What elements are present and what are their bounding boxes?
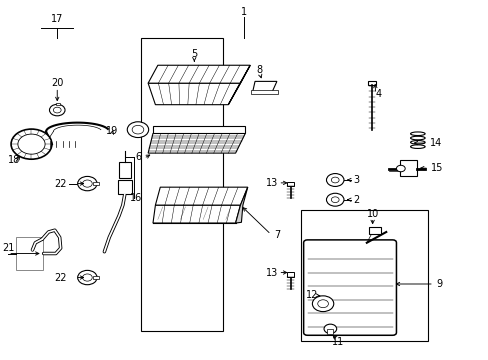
Polygon shape — [155, 187, 247, 205]
Text: 8: 8 — [256, 64, 263, 75]
Text: 13: 13 — [265, 267, 278, 278]
Circle shape — [11, 129, 52, 159]
Circle shape — [331, 177, 338, 183]
Polygon shape — [148, 83, 240, 105]
Text: 16: 16 — [130, 193, 142, 203]
Circle shape — [312, 296, 333, 312]
Text: 5: 5 — [191, 49, 197, 59]
Circle shape — [127, 122, 148, 138]
Polygon shape — [148, 134, 245, 153]
Text: 4: 4 — [375, 89, 381, 99]
Text: 17: 17 — [51, 14, 63, 24]
Circle shape — [317, 300, 328, 308]
Circle shape — [132, 125, 143, 134]
Circle shape — [326, 174, 343, 186]
Bar — [367, 81, 375, 85]
Text: 22: 22 — [54, 273, 67, 283]
Text: 19: 19 — [105, 126, 118, 135]
Bar — [368, 227, 381, 234]
FancyBboxPatch shape — [303, 240, 396, 335]
Bar — [251, 90, 278, 94]
Circle shape — [324, 324, 336, 333]
Text: 3: 3 — [352, 175, 359, 185]
Bar — [286, 272, 294, 277]
Polygon shape — [153, 126, 245, 134]
Text: 13: 13 — [265, 178, 278, 188]
Circle shape — [82, 274, 92, 281]
Polygon shape — [252, 81, 276, 92]
Bar — [117, 180, 132, 194]
Circle shape — [53, 107, 61, 113]
Circle shape — [18, 134, 45, 154]
Polygon shape — [148, 65, 250, 83]
Bar — [286, 182, 294, 186]
Text: 6: 6 — [135, 152, 141, 162]
Polygon shape — [153, 205, 240, 223]
Text: 11: 11 — [331, 337, 343, 347]
Circle shape — [82, 180, 92, 187]
Text: 1: 1 — [240, 7, 246, 17]
Circle shape — [326, 193, 343, 206]
Text: 10: 10 — [366, 209, 378, 219]
Bar — [93, 182, 99, 185]
Text: 14: 14 — [429, 138, 441, 148]
Bar — [327, 329, 333, 334]
Bar — [141, 39, 223, 330]
Bar — [93, 276, 99, 279]
Bar — [56, 103, 60, 105]
Text: 12: 12 — [305, 291, 318, 301]
Text: 20: 20 — [51, 78, 63, 88]
Bar — [301, 211, 427, 341]
Text: 2: 2 — [352, 195, 359, 205]
Text: 18: 18 — [8, 154, 20, 165]
Text: 9: 9 — [436, 279, 442, 289]
Bar — [16, 237, 42, 270]
Circle shape — [49, 104, 65, 116]
Circle shape — [331, 197, 338, 203]
Polygon shape — [235, 187, 247, 223]
Polygon shape — [228, 65, 250, 105]
Bar — [399, 160, 416, 176]
Text: 7: 7 — [273, 230, 280, 239]
Text: 21: 21 — [2, 243, 14, 253]
Text: 22: 22 — [54, 179, 67, 189]
Circle shape — [396, 165, 405, 172]
Bar — [119, 162, 131, 178]
Text: 15: 15 — [430, 163, 443, 173]
Circle shape — [78, 270, 97, 285]
Circle shape — [78, 176, 97, 191]
